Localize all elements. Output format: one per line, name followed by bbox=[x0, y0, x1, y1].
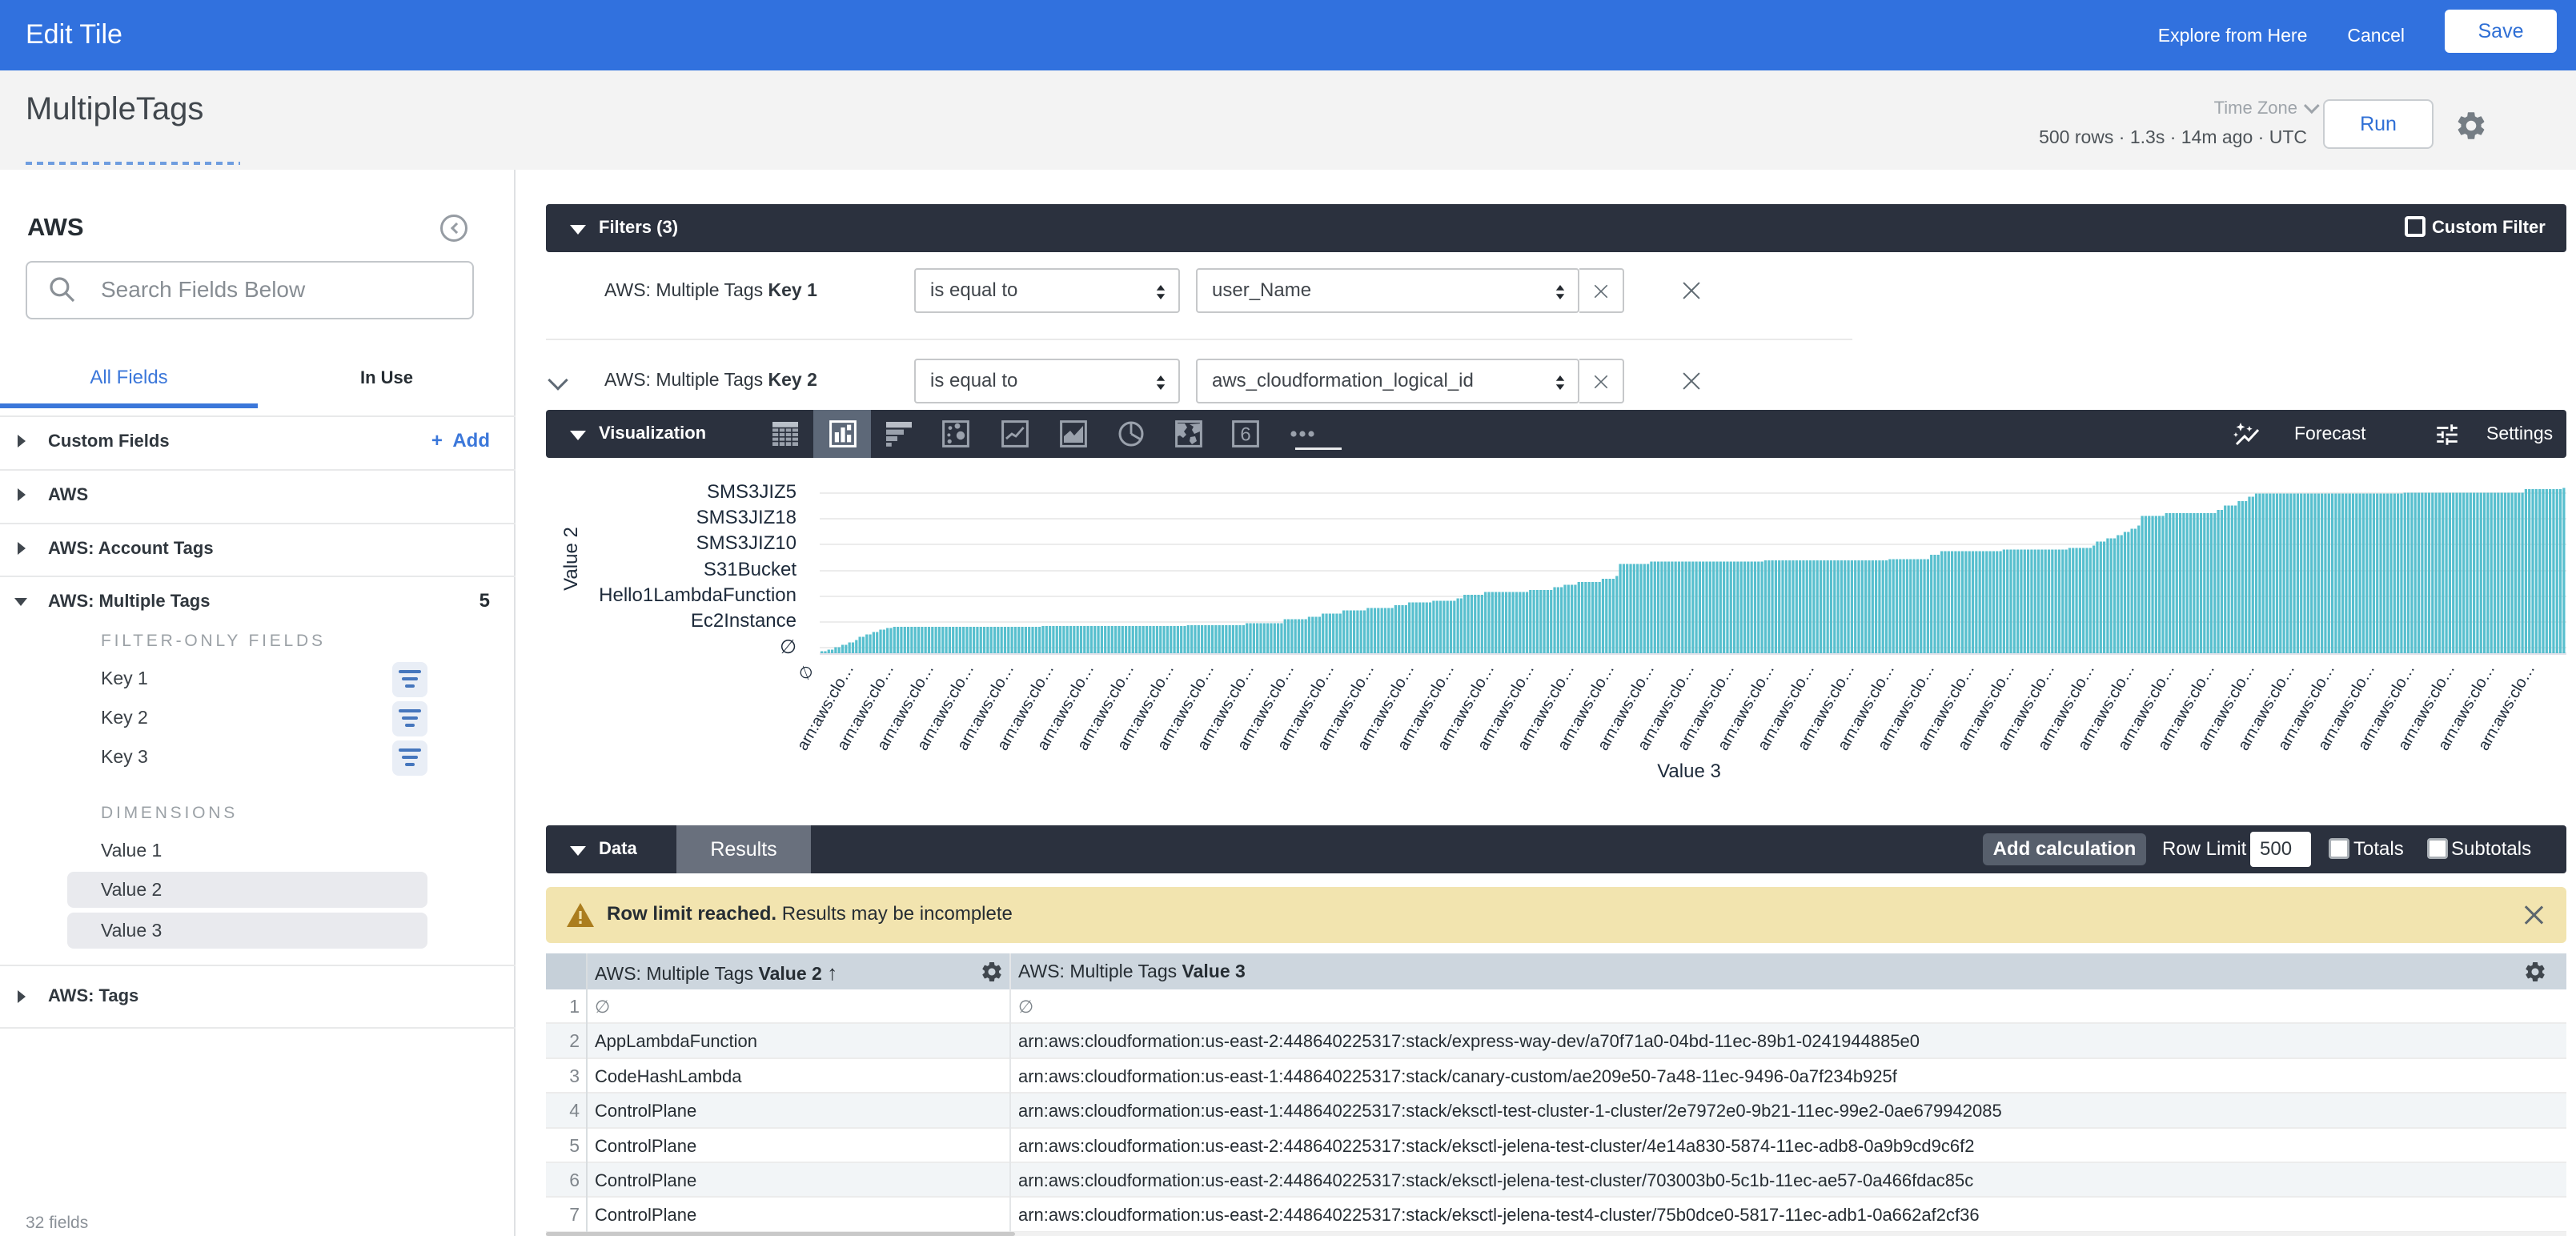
svg-text:6: 6 bbox=[1240, 424, 1250, 446]
